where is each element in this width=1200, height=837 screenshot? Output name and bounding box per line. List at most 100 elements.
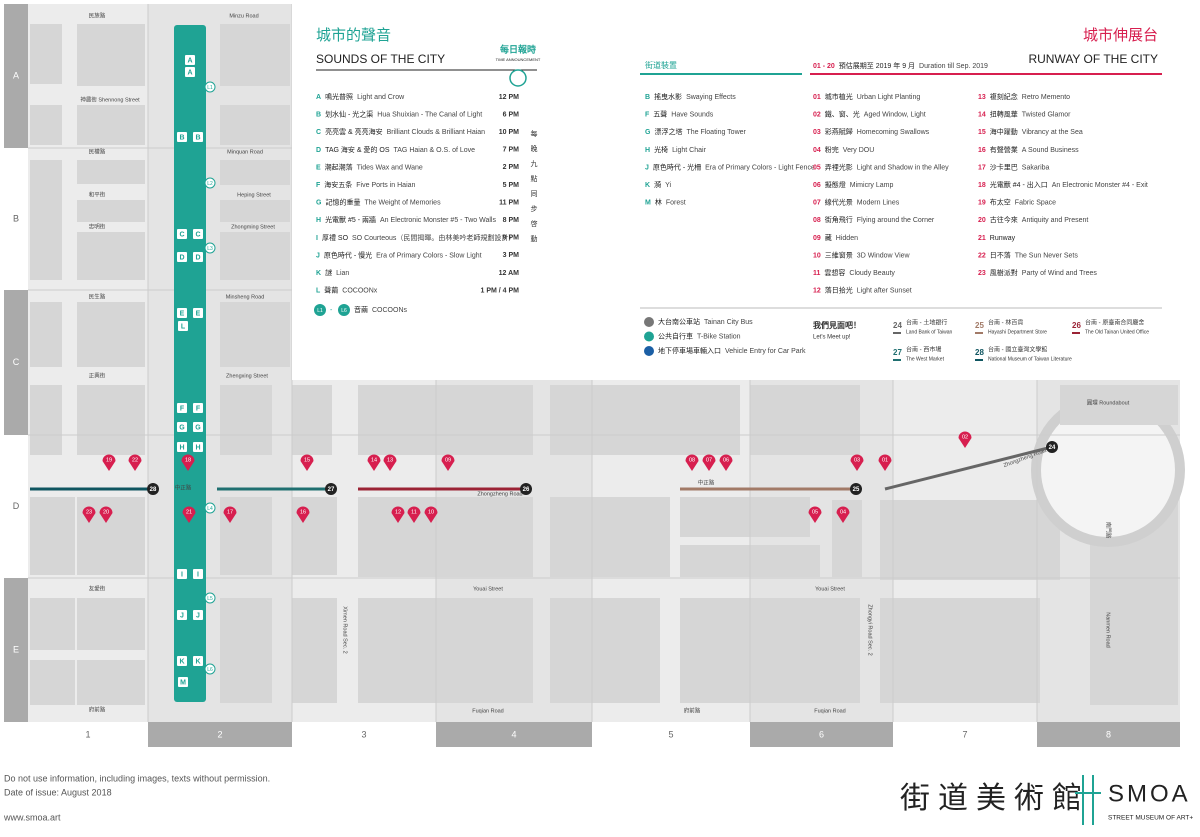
sound-item-part: I (316, 235, 318, 242)
pin-label: 13 (387, 457, 393, 463)
column-label: 6 (819, 729, 824, 739)
installation-item-part: B (645, 94, 650, 101)
sound-item-part: G (316, 199, 322, 206)
runway-item-part: Vibrancy at the Sea (1022, 129, 1083, 136)
runway-item-part: 有聲營業 (990, 145, 1018, 154)
pin-shape (383, 454, 397, 471)
vertical-char: 每 (531, 129, 538, 138)
runway-item-part: Fabric Space (1015, 199, 1056, 206)
column-letter: L (181, 323, 186, 330)
street-label: 和平街 (89, 190, 106, 198)
runway-pin: 17 (223, 506, 237, 523)
installation-item-part: K (645, 182, 650, 189)
city-block (550, 598, 660, 703)
row-label-bg (4, 148, 28, 290)
sound-item-part: 鳴光普照 (325, 92, 353, 101)
station-zh: 台南 - 國立臺灣文學館 (988, 346, 1047, 354)
cocoon-marker (204, 663, 216, 675)
column-letter: E (180, 310, 185, 317)
installation-item-part: Yi (665, 182, 671, 189)
street-label: 府前路 (89, 705, 106, 713)
station-zh: 台南 - 西市場 (906, 346, 941, 354)
sound-item: C 亮亮雲 & 亮亮海安 Brilliant Clouds & Brilliant … (316, 127, 485, 136)
runway-item-part: Sakariba (1022, 164, 1050, 171)
runway-item-part: 弄裡光影 (825, 162, 853, 171)
letter-box (177, 656, 187, 666)
installation-item-part: 搖曳水影 (654, 92, 682, 101)
runway-item-part: Urban Light Planting (857, 94, 921, 101)
runway-item: 21 Runway (978, 235, 1016, 242)
runway-item-part: Party of Wind and Trees (1022, 270, 1098, 277)
runway-item-part: 街角飛行 (825, 215, 853, 224)
station-zh: 台南 - 原臺南合同廳舍 (1085, 319, 1144, 327)
column-letter: B (179, 134, 184, 141)
cocoon-label: L6 (207, 667, 213, 673)
runway-item-part: 扭轉風華 (990, 109, 1018, 118)
runway-pin: 13 (383, 454, 397, 471)
roundabout-block (1060, 385, 1178, 425)
column-letter: A (187, 69, 192, 76)
station-marker (1046, 441, 1058, 453)
runway-item-part: 23 (978, 270, 986, 277)
runway-item-part: The Sun Never Sets (1015, 252, 1079, 259)
runway-item-part: 13 (978, 94, 986, 101)
street-label: 忠明街 (89, 222, 106, 230)
station-en: Land Bank of Taiwan (906, 329, 953, 335)
letter-box (177, 132, 187, 142)
column-label: 5 (668, 729, 673, 739)
city-block (30, 385, 62, 455)
installation-item: J 原色時代 - 光柵 Era of Primary Colors - Light … (645, 162, 815, 171)
city-block (220, 105, 290, 145)
street-label: Fuqian Road (814, 708, 846, 714)
station-num: 25 (975, 321, 984, 330)
runway-pin: 11 (407, 506, 421, 523)
pin-shape (223, 506, 237, 523)
city-block (77, 24, 145, 86)
time-subtitle: TIME ANNOUNCEMENT (496, 57, 541, 62)
pin-shape (878, 454, 892, 471)
runway-item: 20 古往今來 Antiquity and Present (978, 215, 1088, 224)
station-marker (520, 483, 532, 495)
letter-box (193, 569, 203, 579)
street-label: 南門路 (1105, 522, 1113, 539)
station-num: 24 (893, 321, 902, 330)
sound-time: 7 PM (503, 147, 520, 154)
vertical-char: 啓 (531, 219, 538, 228)
city-block (220, 200, 290, 222)
installation-item: B 搖曳水影 Swaying Effects (645, 92, 736, 101)
letter-box (178, 321, 188, 331)
runway-pin: 01 (878, 454, 892, 471)
letter-box (193, 252, 203, 262)
row-label: D (13, 501, 20, 511)
sound-item-part: 原色時代 - 慢光 (324, 250, 372, 259)
installation-item-part: 漂浮之塔 (654, 127, 682, 136)
column-letter: F (196, 405, 201, 412)
pin-shape (182, 506, 196, 523)
street-label: Minsheng Road (226, 294, 265, 300)
city-block (358, 385, 533, 455)
runway-item-part: Light after Sunset (857, 287, 912, 294)
runway-item-part: 城市植光 (825, 92, 853, 101)
letter-box (177, 442, 187, 452)
sound-item-part: TAG Haian & O.S. of Love (394, 147, 476, 154)
city-block (77, 105, 145, 145)
column-label-bg (592, 722, 750, 747)
pin-shape (424, 506, 438, 523)
sound-time: 5 PM (503, 182, 520, 189)
legend-icon (644, 346, 654, 356)
runway-item-part: Mimicry Lamp (850, 182, 894, 189)
runway-item-part: 日不落 (990, 250, 1011, 259)
runway-item-part: 鐵、窗、光 (825, 109, 860, 118)
column-letter: H (195, 444, 200, 451)
pin-shape (719, 454, 733, 471)
installation-item-part: F (645, 111, 650, 118)
pin-shape (367, 454, 381, 471)
station-marker (325, 483, 337, 495)
runway-item-part: 21 (978, 235, 986, 242)
info-panel (292, 4, 1180, 380)
letter-box (193, 610, 203, 620)
pin-shape (128, 454, 142, 471)
letter-box (193, 229, 203, 239)
installation-item-part: Forest (666, 199, 686, 206)
sound-item: I 厚禮 SO SO Courteous（民間揭暉。由林美吟老師規劃設計） (316, 233, 515, 242)
